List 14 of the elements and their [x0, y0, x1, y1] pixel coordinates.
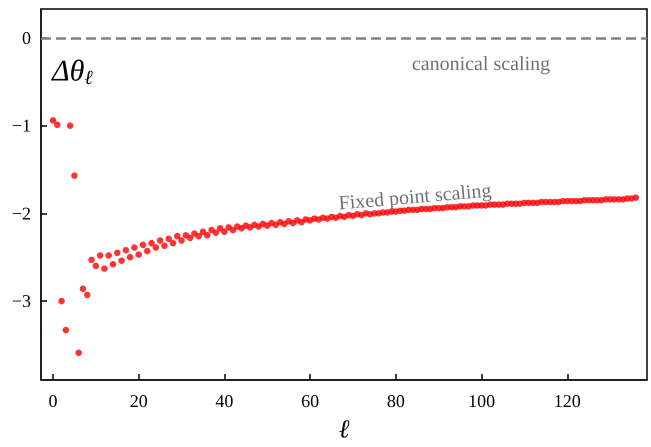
y-tick-label: −1	[12, 116, 31, 136]
x-tick-label: 0	[48, 391, 58, 411]
annotation: canonical scaling	[412, 53, 550, 75]
x-tick-label: 80	[386, 391, 405, 411]
x-tick-label: 60	[301, 391, 320, 411]
x-tick-label: 40	[215, 391, 234, 411]
x-tick-label: 20	[130, 391, 148, 411]
annotation: Fixed point scaling	[338, 180, 492, 214]
x-tick-label: 120	[554, 391, 581, 411]
y-tick-label: 0	[22, 28, 31, 48]
y-tick-label: −3	[12, 291, 31, 312]
x-tick-label: 100	[468, 391, 496, 411]
y-tick-label: −2	[12, 203, 31, 224]
x-axis-title: ℓ	[338, 414, 350, 444]
